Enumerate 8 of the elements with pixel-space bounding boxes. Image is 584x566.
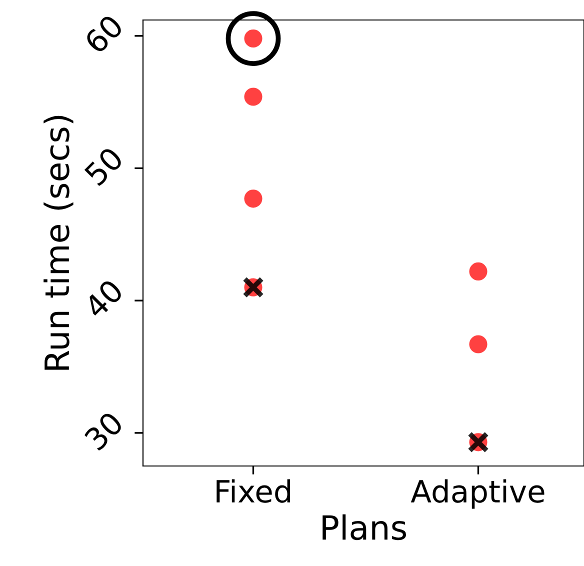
y-tick-label: 40	[82, 278, 124, 320]
y-tick-label: 60	[83, 13, 124, 54]
y-tick-label: 50	[83, 146, 124, 187]
y-axis-title: Run time (secs)	[44, 116, 74, 370]
x-axis-title: Plans	[322, 514, 406, 540]
x-tick-label: Adaptive	[410, 479, 544, 509]
y-tick-label: 30	[83, 410, 124, 452]
x-tick-label: Fixed	[216, 479, 290, 503]
